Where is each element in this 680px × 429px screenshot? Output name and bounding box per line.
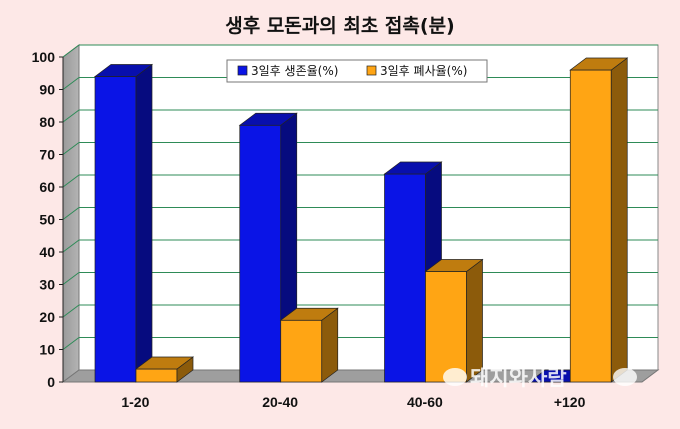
y-tick-label: 40 <box>39 244 55 260</box>
bar-top <box>424 259 484 272</box>
legend-swatch <box>237 65 248 76</box>
legend-swatch <box>366 65 377 76</box>
gridline-side <box>62 77 80 90</box>
y-tick-label: 30 <box>39 277 55 293</box>
gridline-side <box>62 109 80 123</box>
y-tick-label: 100 <box>32 49 56 65</box>
gridline-side <box>62 44 80 58</box>
chart-title: 생후 모돈과의 최초 접촉(분) <box>225 15 455 37</box>
bar <box>135 368 178 383</box>
watermark-person-icon <box>613 368 637 386</box>
bar <box>384 173 426 383</box>
bar-side <box>610 57 628 383</box>
plot-area: 0 10 20 30 40 50 60 70 80 90 100 1-20 20-40 40-60 +120 <box>32 44 660 410</box>
y-tick-label: 10 <box>39 342 55 358</box>
bar-top <box>93 64 154 77</box>
x-tick-label: 1-20 <box>121 394 149 410</box>
y-tick-label: 0 <box>47 374 55 390</box>
y-tick-label: 80 <box>39 114 55 130</box>
bar-side <box>321 307 339 383</box>
bar-top <box>279 307 339 321</box>
bar <box>94 76 137 383</box>
y-tick-label: 70 <box>39 147 55 163</box>
legend: 3일후 생존율(%) 3일후 폐사율(%) <box>226 59 488 83</box>
legend-label: 3일후 생존율(%) <box>251 64 338 78</box>
watermark-text: 돼지와사람 <box>470 366 567 390</box>
y-tick-label: 50 <box>39 212 55 228</box>
bar-top <box>134 356 195 370</box>
watermark-pig-icon <box>443 368 467 386</box>
x-tick-label: 20-40 <box>262 394 298 410</box>
bar <box>239 124 282 383</box>
gridline-side <box>62 174 80 188</box>
x-tick-label: 40-60 <box>407 394 443 410</box>
x-tick-label: +120 <box>554 394 586 410</box>
gridline-side <box>62 272 80 285</box>
gridline-side <box>62 337 80 350</box>
y-tick-label: 60 <box>39 179 55 195</box>
gridline-side <box>62 207 80 220</box>
bar <box>425 271 467 383</box>
watermark: 돼지와사람 <box>443 366 637 390</box>
y-tick-label: 20 <box>39 309 55 325</box>
gridline-side <box>62 142 80 155</box>
legend-label: 3일후 폐사율(%) <box>380 64 467 78</box>
gridline-side <box>62 304 80 318</box>
legend-box <box>226 59 488 83</box>
bar <box>280 319 323 383</box>
bar-top <box>569 57 629 71</box>
bar-side <box>135 63 153 383</box>
y-tick-label: 90 <box>39 82 55 98</box>
bar-top <box>383 161 443 175</box>
bar-top <box>238 112 298 126</box>
bar-side <box>466 258 483 383</box>
bar <box>569 69 612 383</box>
gridline-side <box>62 239 80 253</box>
